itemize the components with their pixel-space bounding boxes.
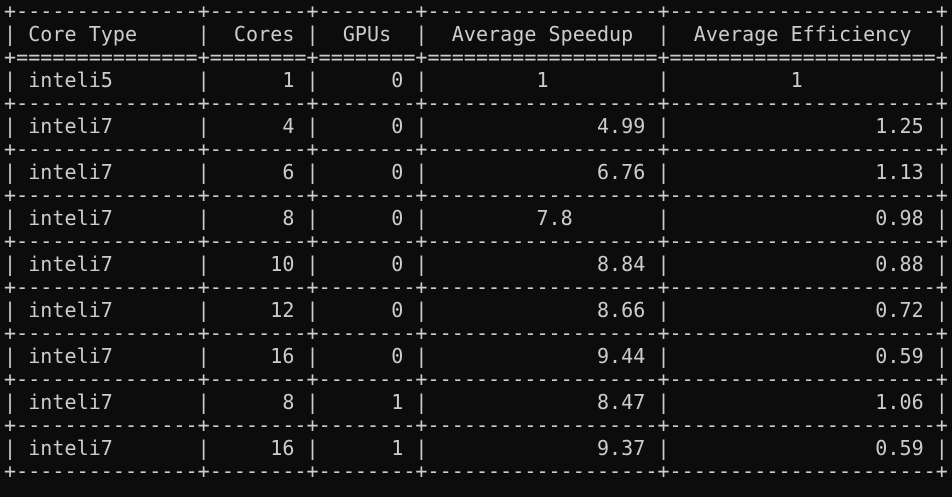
table-row: | inteli7 | 6 | 0 | 6.76 | 1.13 | (4, 160, 948, 184)
table-row-border: +---------------+--------+--------+-----… (4, 137, 948, 161)
table-row-border: +---------------+--------+--------+-----… (4, 229, 948, 253)
table-row-border: +---------------+--------+--------+-----… (4, 275, 948, 299)
table-border-bottom: +---------------+--------+--------+-----… (4, 459, 948, 483)
table-row: | inteli7 | 16 | 0 | 9.44 | 0.59 | (4, 344, 948, 368)
table-row-border: +---------------+--------+--------+-----… (4, 321, 948, 345)
table-row: | inteli5 | 1 | 0 | 1 | 1 | (4, 68, 948, 92)
table-header-row: | Core Type | Cores | GPUs | Average Spe… (4, 22, 948, 46)
table-row: | inteli7 | 4 | 0 | 4.99 | 1.25 | (4, 114, 948, 138)
table-row-border: +---------------+--------+--------+-----… (4, 183, 948, 207)
table-row: | inteli7 | 16 | 1 | 9.37 | 0.59 | (4, 436, 948, 460)
table-header-border: +===============+========+========+=====… (4, 45, 948, 69)
table-row: | inteli7 | 12 | 0 | 8.66 | 0.72 | (4, 298, 948, 322)
table-row-border: +---------------+--------+--------+-----… (4, 413, 948, 437)
table-row-border: +---------------+--------+--------+-----… (4, 91, 948, 115)
table-row-border: +---------------+--------+--------+-----… (4, 367, 948, 391)
table-border-top: +---------------+--------+--------+-----… (4, 0, 948, 23)
table-row: | inteli7 | 10 | 0 | 8.84 | 0.88 | (4, 252, 948, 276)
table-row: | inteli7 | 8 | 0 | 7.8 | 0.98 | (4, 206, 948, 230)
table-row: | inteli7 | 8 | 1 | 8.47 | 1.06 | (4, 390, 948, 414)
